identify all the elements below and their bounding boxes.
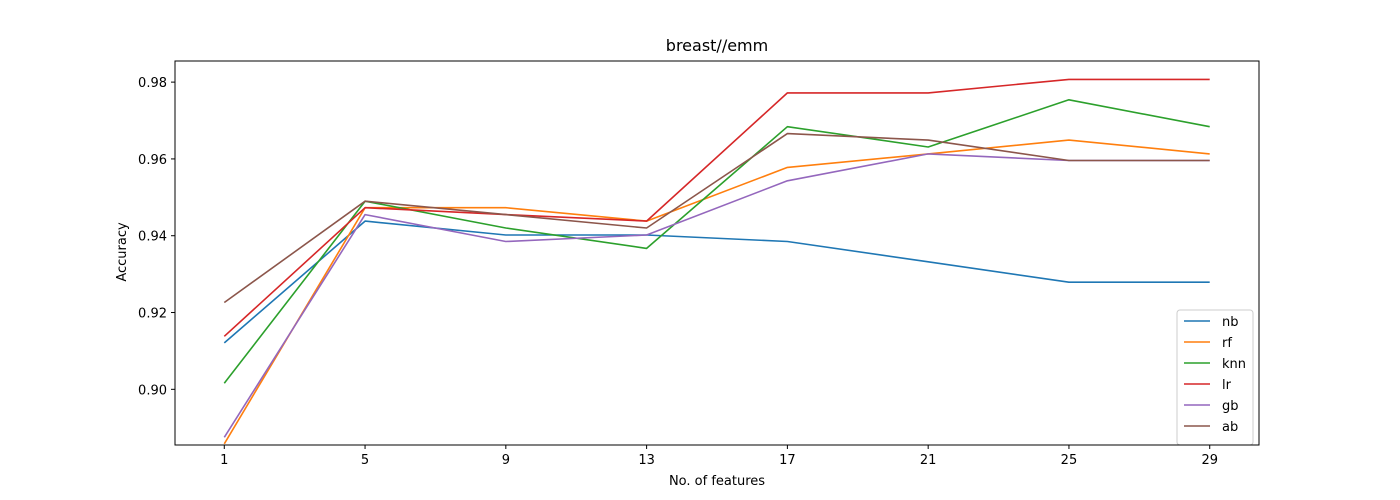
legend-label-lr: lr: [1222, 378, 1232, 393]
legend-label-knn: knn: [1222, 357, 1246, 372]
x-tick-label: 17: [779, 453, 796, 468]
x-tick-label: 1: [220, 453, 228, 468]
x-tick-label: 13: [638, 453, 655, 468]
y-axis-title: Accuracy: [115, 222, 130, 282]
series-line-lr: [223, 78, 1210, 337]
x-tick-label: 29: [1201, 453, 1218, 468]
legend: nb rf knn lr gb ab: [1176, 309, 1254, 446]
series-line-rf: [223, 139, 1210, 445]
y-axis: 0.90 0.92 0.94 0.96 0.98: [138, 76, 175, 398]
x-tick-label: 21: [920, 453, 937, 468]
plot-area: [223, 78, 1210, 445]
x-tick-label: 25: [1061, 453, 1078, 468]
plot-frame: [174, 60, 1260, 446]
y-tick-label: 0.90: [138, 383, 167, 398]
series-line-gb: [223, 153, 1210, 438]
x-axis: 1 5 9 13 17 21 25 29: [220, 445, 1218, 468]
chart-title: breast//emm: [666, 36, 768, 55]
y-tick-label: 0.96: [138, 153, 167, 168]
legend-label-ab: ab: [1222, 420, 1238, 435]
series-line-nb: [223, 220, 1210, 344]
x-tick-label: 5: [361, 453, 369, 468]
legend-label-rf: rf: [1222, 336, 1232, 351]
y-tick-label: 0.94: [138, 230, 167, 245]
legend-label-nb: nb: [1222, 315, 1239, 330]
y-tick-label: 0.98: [138, 76, 167, 91]
series-line-knn: [223, 99, 1210, 384]
x-axis-title: No. of features: [669, 474, 765, 489]
x-tick-label: 9: [502, 453, 510, 468]
legend-label-gb: gb: [1222, 399, 1239, 414]
series-line-ab: [223, 132, 1210, 304]
y-tick-label: 0.92: [138, 307, 167, 322]
legend-box: [1176, 309, 1254, 446]
